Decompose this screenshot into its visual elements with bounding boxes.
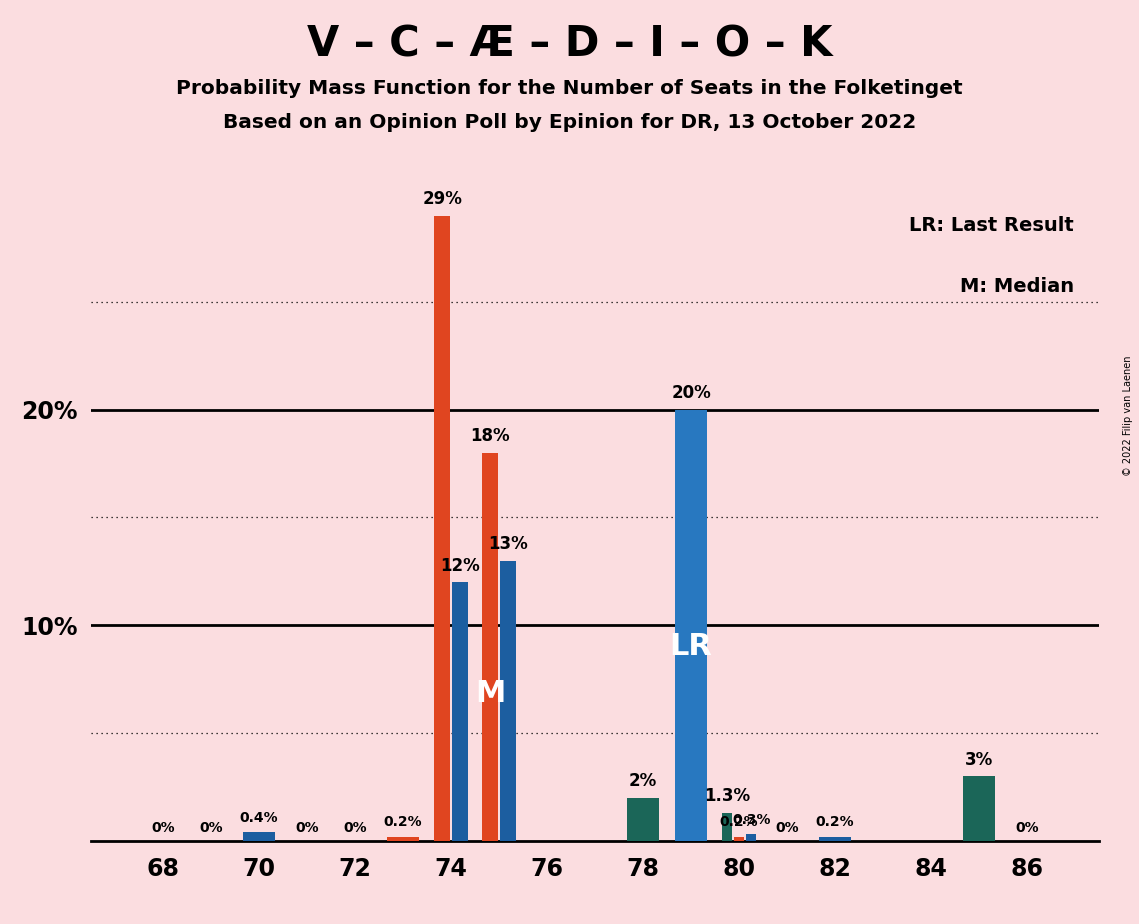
Text: 1.3%: 1.3%	[704, 787, 749, 806]
Text: M: M	[475, 679, 506, 708]
Bar	[735, 836, 744, 841]
Bar	[746, 834, 756, 841]
Bar	[722, 813, 732, 841]
Text: 0%: 0%	[295, 821, 319, 835]
Bar	[674, 409, 707, 841]
Text: 0%: 0%	[199, 821, 223, 835]
Bar	[243, 833, 276, 841]
Text: 0%: 0%	[1015, 821, 1039, 835]
Bar	[387, 836, 419, 841]
Text: LR: LR	[670, 632, 713, 662]
Text: Probability Mass Function for the Number of Seats in the Folketinget: Probability Mass Function for the Number…	[177, 79, 962, 98]
Text: 0.2%: 0.2%	[720, 815, 759, 829]
Text: 0%: 0%	[343, 821, 367, 835]
Text: V – C – Æ – D – I – O – K: V – C – Æ – D – I – O – K	[306, 23, 833, 65]
Text: Based on an Opinion Poll by Epinion for DR, 13 October 2022: Based on an Opinion Poll by Epinion for …	[223, 113, 916, 132]
Bar	[819, 836, 852, 841]
Text: 13%: 13%	[489, 535, 528, 553]
Text: 12%: 12%	[441, 556, 480, 575]
Text: © 2022 Filip van Laenen: © 2022 Filip van Laenen	[1123, 356, 1132, 476]
Text: 20%: 20%	[671, 384, 711, 402]
Text: 2%: 2%	[629, 772, 657, 790]
Text: 0%: 0%	[151, 821, 175, 835]
Bar	[452, 582, 468, 841]
Text: 0.2%: 0.2%	[816, 815, 854, 829]
Text: 3%: 3%	[965, 750, 993, 769]
Bar	[434, 215, 450, 841]
Text: LR: Last Result: LR: Last Result	[909, 216, 1074, 235]
Bar	[962, 776, 995, 841]
Text: 0.4%: 0.4%	[240, 810, 278, 825]
Text: 18%: 18%	[470, 427, 510, 445]
Bar	[482, 453, 498, 841]
Text: M: Median: M: Median	[960, 277, 1074, 297]
Text: 0%: 0%	[776, 821, 798, 835]
Bar	[500, 561, 516, 841]
Text: 29%: 29%	[423, 190, 462, 208]
Bar	[626, 797, 659, 841]
Text: 0.2%: 0.2%	[384, 815, 423, 829]
Text: 0.3%: 0.3%	[732, 813, 771, 827]
